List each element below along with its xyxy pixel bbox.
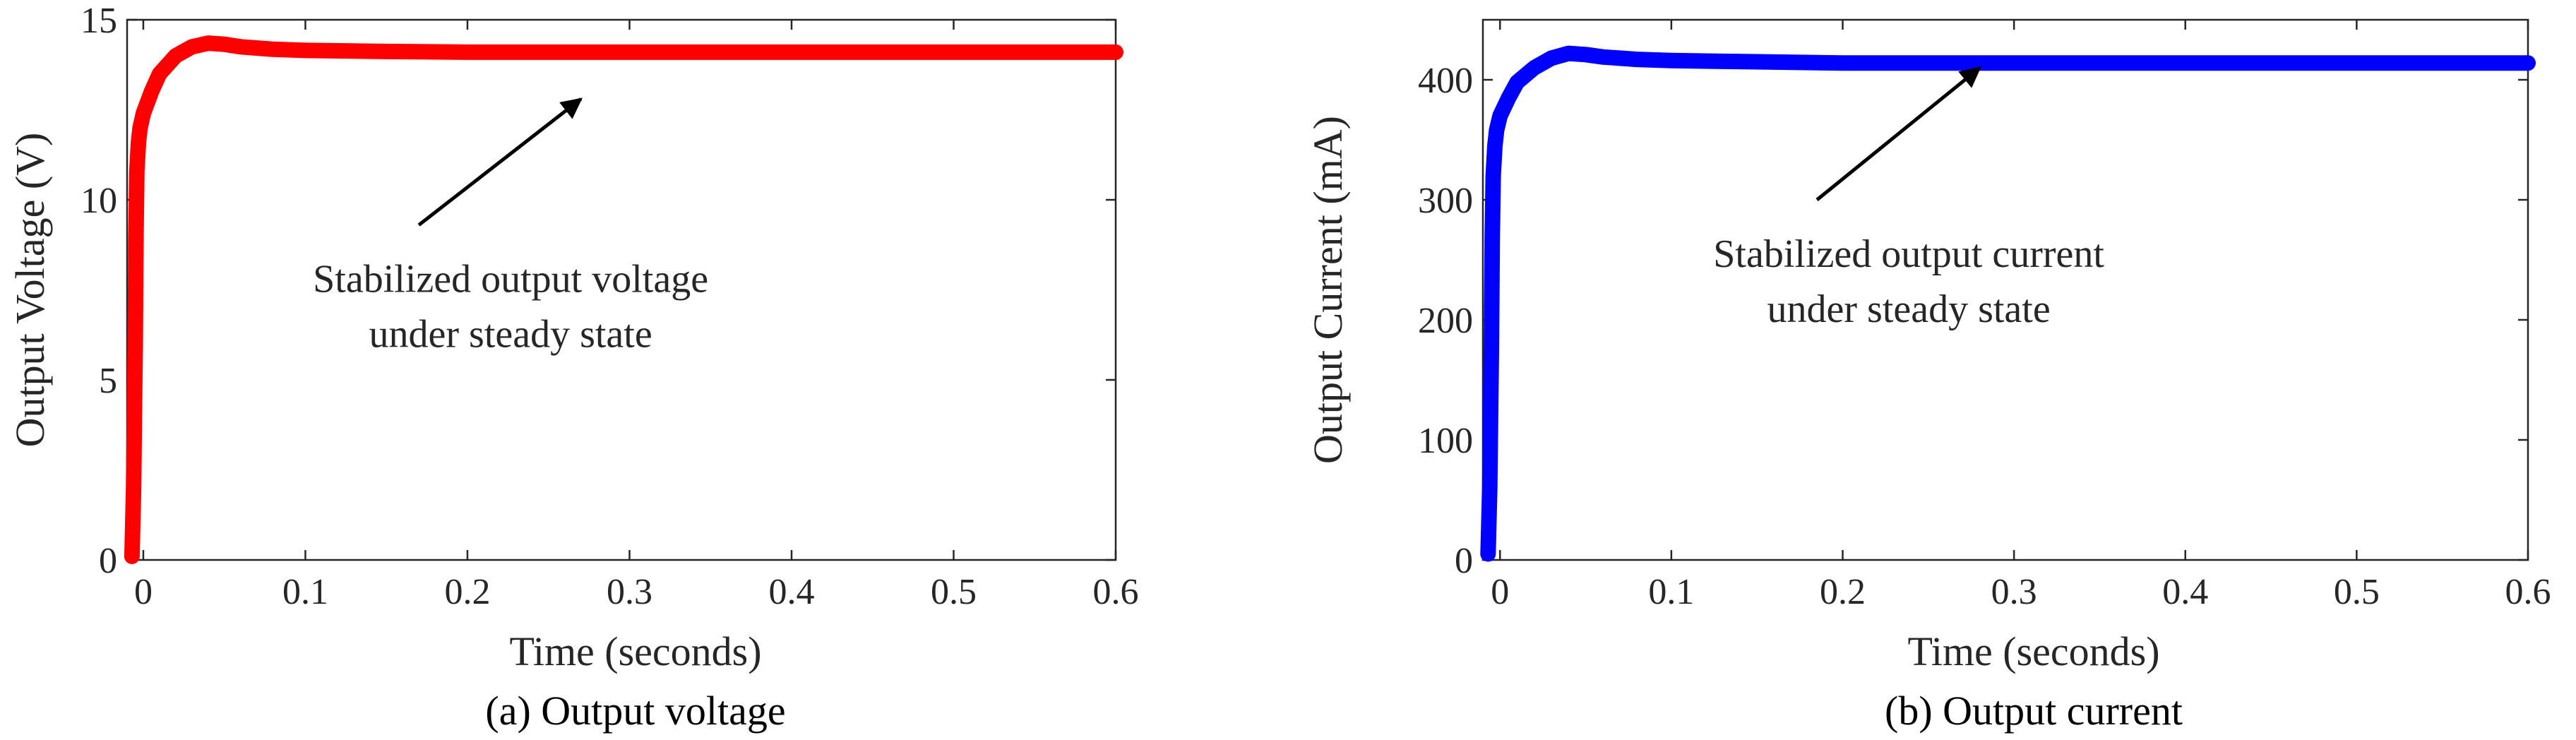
y-tick-label: 300 [1418,181,1473,221]
y-tick-label: 0 [1455,541,1473,581]
plot-frame [126,18,1117,561]
panel-caption: (a) Output voltage [485,688,785,734]
x-tick-label: 0.5 [2334,572,2380,612]
x-tick-label: 0.1 [1648,572,1694,612]
annotation-text: under steady state [1767,287,2051,331]
y-tick-label: 5 [99,361,117,401]
x-tick-label: 0.6 [2505,572,2551,612]
x-axis-label: Time (seconds) [509,628,761,674]
x-tick-label: 0.2 [444,572,490,612]
x-tick-label: 0.6 [1093,572,1139,612]
x-tick-label: 0.3 [607,572,652,612]
annotation-arrow [417,97,583,227]
x-tick-label: 0 [1491,572,1509,612]
plot-frame [1481,18,2529,561]
y-tick-label: 100 [1418,421,1473,461]
annotation-text: Stabilized output voltage [313,258,708,302]
x-tick-label: 0.4 [2162,572,2208,612]
y-tick-label: 400 [1418,61,1473,101]
series-line [1480,45,2536,562]
panel-caption: (b) Output current [1885,688,2183,734]
y-tick-label: 15 [80,1,117,41]
y-tick-label: 10 [80,181,117,221]
y-tick-label: 0 [99,541,117,581]
panel-b: 0 0.1 0.2 0.3 0.4 0.5 0.6 0 100 200 300 400 Time (se… [1305,18,2551,734]
x-tick-label: 0.3 [1991,572,2037,612]
y-tick-label: 200 [1418,301,1473,341]
x-tick-label: 0.1 [282,572,328,612]
x-axis-label: Time (seconds) [1907,628,2159,674]
y-axis-label: Output Voltage (V) [7,133,53,448]
annotation-text: under steady state [369,313,652,357]
x-tick-label: 0 [134,572,153,612]
x-tick-label: 0.5 [931,572,977,612]
x-tick-label: 0.4 [768,572,814,612]
panel-a: 0 0.1 0.2 0.3 0.4 0.5 0.6 0 5 10 15 Time (seconds) O… [7,1,1139,734]
annotation-text: Stabilized output current [1713,232,2104,276]
x-tick-label: 0.2 [1820,572,1866,612]
series-line [124,35,1123,564]
y-axis-label: Output Current (mA) [1305,116,1351,464]
annotation-arrow [1815,66,1981,201]
